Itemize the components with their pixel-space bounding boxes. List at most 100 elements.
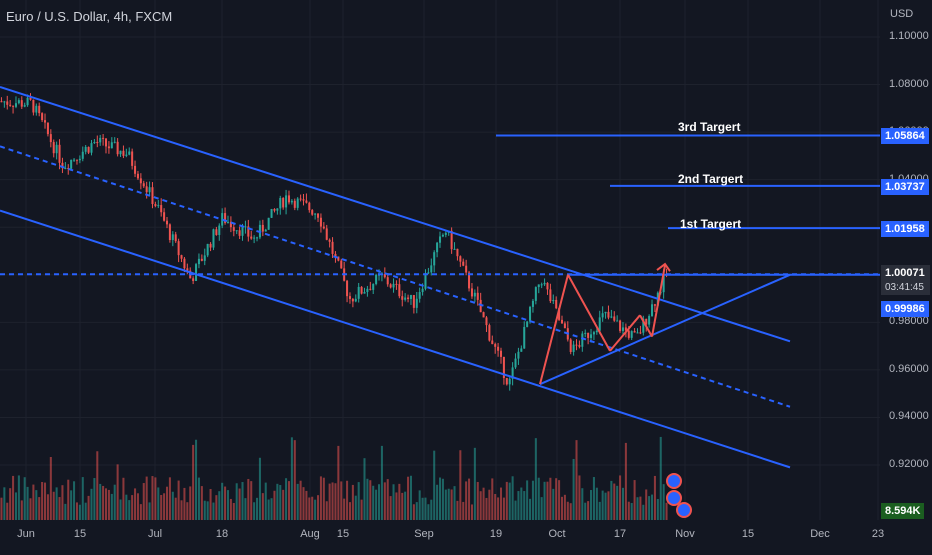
volume-bar bbox=[20, 500, 23, 520]
volume-bar bbox=[488, 489, 491, 520]
volume-bar bbox=[537, 477, 540, 520]
candle-body bbox=[497, 346, 500, 351]
candle-body bbox=[293, 200, 296, 208]
volume-bar bbox=[497, 497, 500, 520]
candle-body bbox=[96, 141, 99, 143]
volume-bar bbox=[514, 500, 517, 520]
candle-body bbox=[209, 243, 212, 248]
volume-bar bbox=[563, 494, 566, 520]
volume-bar bbox=[61, 485, 64, 520]
candle-body bbox=[529, 306, 532, 322]
volume-bar bbox=[621, 487, 624, 520]
candle-body bbox=[58, 144, 61, 163]
volume-bar bbox=[462, 501, 465, 520]
candle-body bbox=[491, 340, 494, 345]
volume-bar bbox=[436, 484, 439, 520]
volume-bar bbox=[523, 491, 526, 520]
candle-body bbox=[52, 142, 55, 154]
volume-bar bbox=[311, 496, 314, 520]
candle-body bbox=[81, 151, 84, 159]
x-tick-label: Oct bbox=[548, 528, 566, 540]
volume-bar bbox=[549, 477, 552, 520]
candle-body bbox=[139, 178, 142, 184]
volume-bar bbox=[441, 478, 444, 520]
volume-bar bbox=[485, 497, 488, 520]
candle-body bbox=[49, 134, 52, 143]
candle-body bbox=[569, 339, 572, 352]
volume-bar bbox=[247, 478, 250, 520]
candle-body bbox=[351, 298, 354, 302]
volume-bar bbox=[415, 502, 418, 520]
candle-body bbox=[250, 236, 253, 239]
candle-body bbox=[296, 198, 299, 208]
volume-bar bbox=[232, 502, 235, 520]
volume-bar bbox=[96, 451, 99, 520]
candle-body bbox=[99, 137, 102, 143]
volume-bar bbox=[346, 480, 349, 520]
volume-bar bbox=[174, 497, 177, 520]
candle-body bbox=[0, 101, 3, 103]
candle-body bbox=[526, 321, 529, 327]
candle-body bbox=[648, 316, 651, 325]
candle-body bbox=[636, 332, 639, 334]
y-tick-label: 1.10000 bbox=[889, 30, 929, 42]
candle-body bbox=[168, 224, 171, 241]
volume-bar bbox=[465, 481, 468, 520]
candle-body bbox=[575, 344, 578, 346]
volume-bar bbox=[639, 496, 642, 520]
volume-bar bbox=[584, 502, 587, 520]
candle-countdown: 03:41:45 bbox=[885, 282, 924, 293]
candle-body bbox=[592, 332, 595, 335]
volume-bar bbox=[328, 483, 331, 520]
chart-title: Euro / U.S. Dollar, 4h, FXCM bbox=[6, 9, 173, 24]
candle-body bbox=[244, 226, 247, 228]
volume-bar bbox=[29, 498, 32, 520]
x-tick-label: 15 bbox=[73, 528, 87, 540]
candle-body bbox=[334, 253, 337, 257]
volume-bar bbox=[189, 486, 192, 520]
candle-body bbox=[3, 101, 6, 103]
volume-bar bbox=[49, 456, 52, 520]
volume-bar bbox=[343, 498, 346, 520]
candle-body bbox=[415, 298, 418, 308]
candle-body bbox=[505, 378, 508, 385]
candle-body bbox=[494, 344, 497, 347]
candle-body bbox=[401, 296, 404, 300]
candle-body bbox=[348, 296, 351, 299]
candle-body bbox=[287, 195, 290, 203]
volume-bar bbox=[604, 492, 607, 520]
volume-bar bbox=[619, 475, 622, 520]
candle-body bbox=[215, 229, 218, 235]
candle-body bbox=[174, 234, 177, 242]
wedge-support-line bbox=[539, 273, 791, 386]
candle-body bbox=[346, 280, 349, 297]
candle-body bbox=[473, 292, 476, 297]
volume-bar bbox=[630, 503, 633, 520]
volume-bar bbox=[200, 486, 203, 520]
candle-body bbox=[70, 159, 73, 169]
candle-body bbox=[607, 311, 610, 318]
volume-bar bbox=[122, 477, 125, 520]
volume-bar bbox=[468, 478, 471, 520]
volume-bar bbox=[499, 487, 503, 520]
volume-bar bbox=[119, 499, 122, 520]
candle-body bbox=[102, 137, 105, 139]
volume-bar bbox=[116, 464, 119, 520]
volume-bar bbox=[241, 482, 244, 520]
volume-bar bbox=[470, 504, 473, 520]
candle-body bbox=[572, 344, 575, 352]
volume-bar bbox=[244, 498, 247, 520]
candle-body bbox=[192, 278, 195, 281]
pattern-swing-line bbox=[609, 314, 641, 352]
candle-body bbox=[23, 105, 26, 107]
candle-body bbox=[197, 258, 200, 265]
volume-bar bbox=[662, 484, 665, 520]
candle-body bbox=[476, 292, 479, 300]
volume-bar bbox=[552, 488, 555, 520]
volume-bar bbox=[160, 494, 163, 520]
event-marker-icon bbox=[666, 490, 682, 506]
volume-bar bbox=[479, 491, 482, 520]
candle-body bbox=[517, 351, 520, 359]
